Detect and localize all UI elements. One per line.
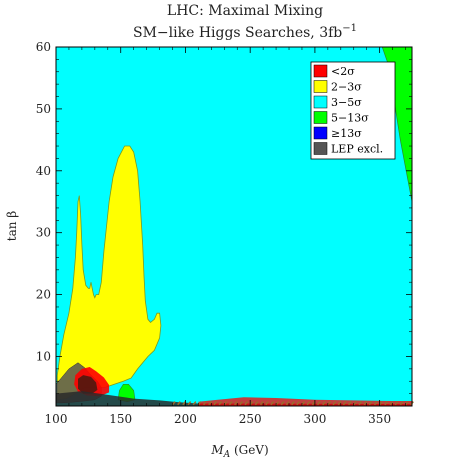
band-texture-mark bbox=[280, 401, 285, 406]
band-texture-mark bbox=[218, 401, 223, 406]
band-texture-mark bbox=[358, 401, 363, 406]
legend-entry-label: <2σ bbox=[331, 65, 355, 78]
y-axis-label: tan β bbox=[5, 211, 19, 242]
legend-entry-label: 5−13σ bbox=[331, 112, 369, 125]
band-texture-mark bbox=[384, 401, 388, 406]
legend-swatch bbox=[313, 64, 328, 78]
band-texture-mark bbox=[291, 401, 295, 406]
legend-entry-label: LEP excl. bbox=[331, 143, 383, 156]
band-texture-mark bbox=[316, 401, 321, 406]
band-texture-mark bbox=[254, 401, 259, 406]
region-bottom-band bbox=[56, 391, 412, 406]
band-texture-mark bbox=[270, 401, 275, 406]
axes: 100 150 200 250 300 350 10 20 30 40 50 60 bbox=[36, 40, 413, 426]
band-texture-mark bbox=[285, 401, 290, 406]
y-tick-label: 40 bbox=[36, 164, 51, 178]
band-texture-mark bbox=[228, 401, 233, 406]
band-texture-mark bbox=[332, 401, 337, 406]
legend-entry-label: 2−3σ bbox=[331, 81, 362, 94]
band-texture-mark bbox=[363, 401, 368, 406]
band-texture-mark bbox=[265, 401, 269, 406]
y-tick-label: 30 bbox=[36, 226, 51, 240]
band-texture-mark bbox=[249, 401, 254, 406]
band-texture-mark bbox=[337, 401, 342, 406]
x-tick-label: 200 bbox=[174, 412, 197, 426]
x-tick-label: 300 bbox=[303, 412, 326, 426]
y-tick-label: 10 bbox=[36, 349, 51, 363]
plot-frame bbox=[55, 46, 413, 407]
legend: <2σ 2−3σ 3−5σ 5−13σ ≥13σ LEP excl. bbox=[310, 61, 396, 160]
band-texture-mark bbox=[404, 401, 409, 406]
legend-swatch bbox=[313, 80, 328, 93]
x-tick-label: 250 bbox=[239, 412, 262, 426]
band-texture-mark bbox=[244, 401, 249, 406]
region-2-3-sigma bbox=[56, 145, 162, 401]
band-texture-mark bbox=[234, 401, 238, 406]
band-texture-mark bbox=[368, 401, 373, 406]
x-axis-label: MA (GeV) bbox=[210, 443, 268, 460]
band-texture-mark bbox=[192, 401, 197, 406]
region-overlap-dark bbox=[78, 375, 98, 394]
band-texture-mark bbox=[394, 401, 399, 406]
x-tick-label: 350 bbox=[368, 412, 391, 426]
legend-entry-label: ≥13σ bbox=[331, 127, 362, 140]
band-texture-mark bbox=[296, 401, 300, 406]
chart-title-line1: LHC: Maximal Mixing bbox=[167, 3, 323, 19]
legend-swatch bbox=[313, 126, 328, 140]
chart-title-line2-main: SM−like Higgs Searches, 3fb bbox=[133, 25, 342, 41]
band-texture-mark bbox=[171, 401, 176, 406]
y-tick-label: 20 bbox=[36, 288, 51, 302]
band-texture-mark bbox=[322, 401, 326, 406]
x-axis-label-unit: (GeV) bbox=[230, 443, 269, 457]
band-texture-mark bbox=[213, 401, 218, 406]
band-texture-mark bbox=[208, 401, 212, 406]
band-texture-mark bbox=[306, 401, 311, 406]
band-texture-mark bbox=[259, 401, 264, 406]
legend-swatch bbox=[313, 111, 328, 124]
legend-swatch bbox=[313, 95, 328, 109]
band-texture-mark bbox=[239, 401, 243, 406]
band-texture-mark bbox=[347, 401, 352, 406]
band-texture-mark bbox=[223, 401, 228, 406]
x-axis-label-sub: A bbox=[223, 450, 231, 460]
band-texture-mark bbox=[353, 401, 357, 406]
band-texture-mark bbox=[182, 401, 187, 406]
band-texture-mark bbox=[399, 401, 404, 406]
x-tick-label: 100 bbox=[45, 412, 68, 426]
legend-swatch bbox=[313, 142, 328, 155]
band-texture-mark bbox=[379, 401, 383, 406]
band-texture-mark bbox=[373, 401, 378, 406]
legend-entry-label: 3−5σ bbox=[331, 96, 362, 109]
band-texture-mark bbox=[327, 401, 332, 406]
chart-title-line2: SM−like Higgs Searches, 3fb−1 bbox=[133, 23, 357, 41]
x-tick-label: 150 bbox=[109, 412, 132, 426]
chart-title-line2-sup: −1 bbox=[342, 23, 357, 34]
y-tick-label: 50 bbox=[36, 102, 51, 116]
band-texture-mark bbox=[342, 401, 347, 406]
band-texture-mark bbox=[301, 401, 306, 406]
band-texture-mark bbox=[389, 401, 394, 406]
band-texture-mark bbox=[177, 401, 181, 406]
band-texture-mark bbox=[197, 401, 202, 406]
x-axis-label-main: M bbox=[210, 443, 224, 457]
band-texture-mark bbox=[311, 401, 316, 406]
y-tick-label: 60 bbox=[36, 40, 51, 54]
band-texture-mark bbox=[203, 401, 207, 406]
band-texture-mark bbox=[275, 401, 280, 406]
band-texture-mark bbox=[187, 401, 192, 406]
